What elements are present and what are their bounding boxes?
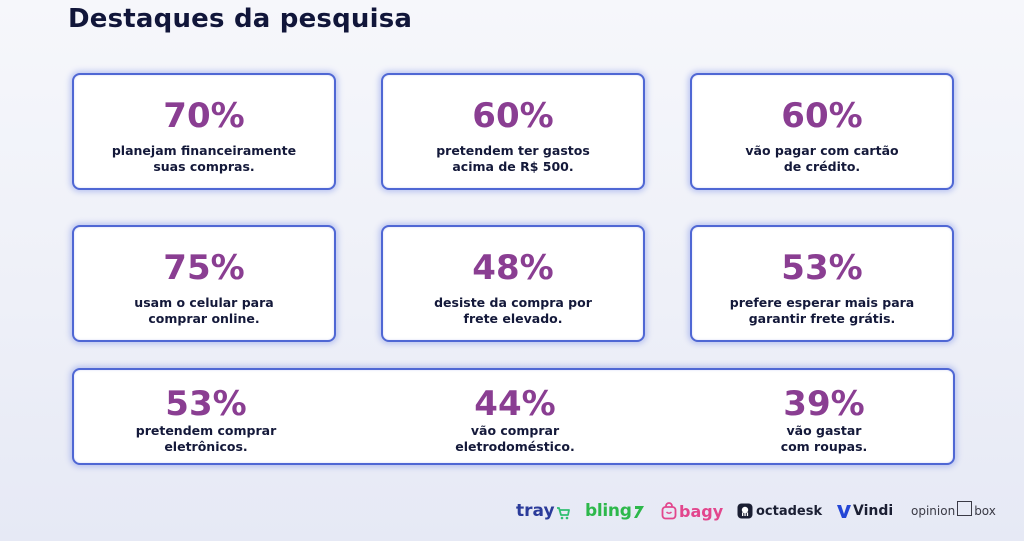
partner-logos: tray bling bagy octadesk bbox=[0, 496, 1024, 526]
stat-description-line: vão comprar bbox=[470, 423, 560, 438]
stat-card-cartao: 60% vão pagar com cartão de crédito. bbox=[690, 73, 954, 190]
cart-icon bbox=[556, 507, 570, 520]
stat-description-line: vão pagar com cartão bbox=[745, 143, 899, 158]
stat-description-line: garantir frete grátis. bbox=[748, 311, 896, 326]
stat-description-line: de crédito. bbox=[783, 159, 861, 174]
stat-value: 53% bbox=[781, 248, 863, 288]
tray-logo-text: tray bbox=[516, 501, 555, 521]
opinion-box-logo: opinion box bbox=[911, 496, 996, 526]
stat-description: desiste da compra por frete elevado. bbox=[383, 295, 643, 327]
stat-description: usam o celular para comprar online. bbox=[74, 295, 334, 327]
stat-card-frete-gratis: 53% prefere esperar mais para garantir f… bbox=[690, 225, 954, 342]
stat-description: vão gastar com roupas. bbox=[692, 423, 956, 455]
vindi-logo-text: Vindi bbox=[853, 503, 894, 519]
stat-description: vão comprar eletrodoméstico. bbox=[383, 423, 647, 455]
stat-description: pretendem comprar eletrônicos. bbox=[74, 423, 338, 455]
stat-description-line: frete elevado. bbox=[463, 311, 563, 326]
stat-description: pretendem ter gastos acima de R$ 500. bbox=[383, 143, 643, 175]
bagy-logo: bagy bbox=[661, 496, 723, 526]
category-stat-eletronicos: 53% pretendem comprar eletrônicos. bbox=[74, 370, 338, 463]
stat-description-line: vão gastar bbox=[786, 423, 862, 438]
stat-description-line: desiste da compra por bbox=[434, 295, 592, 310]
stat-description-line: acima de R$ 500. bbox=[452, 159, 574, 174]
stat-description-line: com roupas. bbox=[780, 439, 868, 454]
stat-value: 39% bbox=[783, 384, 865, 424]
stat-description: planejam financeiramente suas compras. bbox=[74, 143, 334, 175]
octadesk-logo-text: octadesk bbox=[756, 503, 823, 519]
octadesk-logo: octadesk bbox=[737, 496, 822, 526]
octadesk-mark-icon bbox=[737, 503, 753, 519]
stat-value: 75% bbox=[163, 248, 245, 288]
stat-value: 70% bbox=[163, 96, 245, 136]
stat-value: 60% bbox=[472, 96, 554, 136]
stat-description-line: comprar online. bbox=[148, 311, 260, 326]
bling-logo-text: bling bbox=[585, 501, 632, 521]
stat-value: 44% bbox=[474, 384, 556, 424]
stat-description-line: prefere esperar mais para bbox=[729, 295, 915, 310]
category-stat-eletrodomestico: 44% vão comprar eletrodoméstico. bbox=[383, 370, 647, 463]
stat-description-line: usam o celular para bbox=[134, 295, 274, 310]
stat-description-line: suas compras. bbox=[153, 159, 255, 174]
page-title: Destaques da pesquisa bbox=[68, 4, 413, 34]
bagy-logo-text: bagy bbox=[679, 501, 724, 521]
opinion-logo-text: opinion bbox=[911, 504, 956, 518]
stat-description: prefere esperar mais para garantir frete… bbox=[692, 295, 952, 327]
stat-value: 53% bbox=[165, 384, 247, 424]
stat-description-line: eletrônicos. bbox=[164, 439, 248, 454]
bag-icon bbox=[661, 502, 677, 520]
stat-description-line: eletrodoméstico. bbox=[455, 439, 575, 454]
stat-card-categorias: 53% pretendem comprar eletrônicos. 44% v… bbox=[72, 368, 955, 465]
stat-card-frete-elevado: 48% desiste da compra por frete elevado. bbox=[381, 225, 645, 342]
stat-value: 48% bbox=[472, 248, 554, 288]
stat-card-planejam: 70% planejam financeiramente suas compra… bbox=[72, 73, 336, 190]
stat-description-line: pretendem comprar bbox=[135, 423, 277, 438]
bling-logo: bling bbox=[585, 496, 645, 526]
category-stat-roupas: 39% vão gastar com roupas. bbox=[692, 370, 956, 463]
box-square-icon bbox=[957, 500, 973, 516]
box-logo-text: box bbox=[974, 504, 996, 518]
stat-value: 60% bbox=[781, 96, 863, 136]
vindi-logo: Vindi bbox=[836, 496, 893, 526]
vindi-mark-icon bbox=[837, 505, 851, 518]
stat-description-line: planejam financeiramente bbox=[111, 143, 297, 158]
stat-description: vão pagar com cartão de crédito. bbox=[692, 143, 952, 175]
stat-card-gastos: 60% pretendem ter gastos acima de R$ 500… bbox=[381, 73, 645, 190]
stat-description-line: pretendem ter gastos bbox=[436, 143, 590, 158]
stat-card-celular: 75% usam o celular para comprar online. bbox=[72, 225, 336, 342]
bling-mark-icon bbox=[633, 506, 644, 518]
tray-logo: tray bbox=[516, 496, 570, 526]
